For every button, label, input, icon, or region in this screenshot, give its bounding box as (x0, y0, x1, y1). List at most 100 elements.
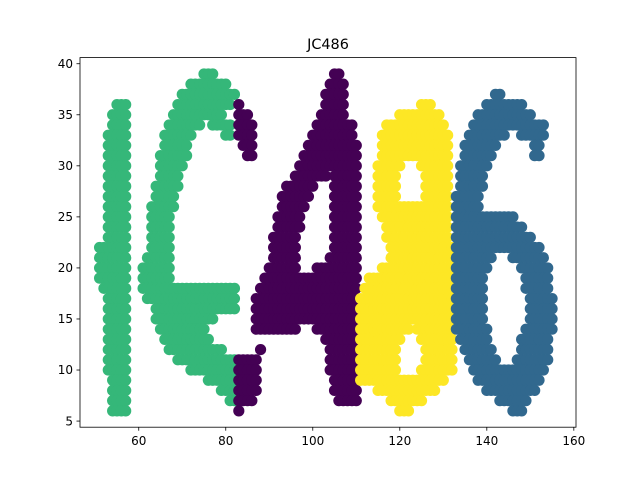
data-point (351, 181, 362, 192)
y-tick-label: 15 (58, 312, 73, 326)
data-point (229, 303, 240, 314)
data-point (542, 283, 553, 294)
data-point (442, 130, 453, 141)
data-point (425, 99, 436, 110)
data-point (346, 119, 357, 130)
data-point (181, 150, 192, 161)
data-point (194, 119, 205, 130)
data-point (120, 262, 131, 273)
data-point (477, 303, 488, 314)
data-point (290, 232, 301, 243)
data-point (198, 324, 209, 335)
data-point (255, 344, 266, 355)
data-point (229, 293, 240, 304)
data-point (242, 109, 253, 120)
data-point (120, 170, 131, 181)
data-point (525, 109, 536, 120)
data-point (490, 354, 501, 365)
data-point (120, 283, 131, 294)
data-point (120, 344, 131, 355)
data-point (542, 273, 553, 284)
data-point (351, 395, 362, 406)
data-point (164, 262, 175, 273)
data-point (307, 181, 318, 192)
data-point (533, 150, 544, 161)
data-point (120, 375, 131, 386)
data-point (433, 109, 444, 120)
data-point (538, 130, 549, 141)
data-point (120, 303, 131, 314)
data-point (546, 313, 557, 324)
data-point (246, 150, 257, 161)
data-point (416, 395, 427, 406)
data-point (246, 395, 257, 406)
data-point (442, 160, 453, 171)
data-point (333, 68, 344, 79)
data-point (351, 150, 362, 161)
data-point (251, 354, 262, 365)
data-point (120, 273, 131, 284)
x-tick-label: 160 (562, 434, 585, 448)
data-point (120, 324, 131, 335)
y-tick-label: 35 (58, 108, 73, 122)
data-point (164, 221, 175, 232)
data-point (390, 181, 401, 192)
data-point (525, 232, 536, 243)
data-point (351, 201, 362, 212)
data-point (477, 273, 488, 284)
data-point (477, 170, 488, 181)
data-point (486, 344, 497, 355)
data-point (120, 140, 131, 151)
data-point (542, 334, 553, 345)
y-tick-label: 30 (58, 159, 73, 173)
data-point (542, 262, 553, 273)
data-point (338, 99, 349, 110)
data-point (203, 334, 214, 345)
data-point (120, 99, 131, 110)
data-point (394, 160, 405, 171)
data-point (477, 283, 488, 294)
data-point (246, 140, 257, 151)
data-point (351, 211, 362, 222)
data-point (542, 344, 553, 355)
data-point (481, 160, 492, 171)
data-point (429, 385, 440, 396)
data-point (120, 405, 131, 416)
data-point (290, 262, 301, 273)
data-point (542, 354, 553, 365)
data-point (390, 344, 401, 355)
data-point (172, 170, 183, 181)
data-point (516, 405, 527, 416)
y-tick-label: 40 (58, 57, 73, 71)
data-point (533, 375, 544, 386)
x-tick-label: 100 (301, 434, 324, 448)
data-point (494, 89, 505, 100)
data-point (351, 252, 362, 263)
data-point (477, 293, 488, 304)
x-tick-label: 60 (131, 434, 146, 448)
x-tick-label: 120 (388, 434, 411, 448)
data-point (120, 293, 131, 304)
data-point (446, 354, 457, 365)
data-point (351, 191, 362, 202)
data-point (120, 150, 131, 161)
data-point (390, 191, 401, 202)
data-point (168, 201, 179, 212)
data-point (486, 252, 497, 263)
data-point (216, 344, 227, 355)
data-point (351, 262, 362, 273)
data-point (546, 303, 557, 314)
data-point (120, 252, 131, 263)
data-point (351, 170, 362, 181)
x-tick-label: 140 (475, 434, 498, 448)
data-point (164, 252, 175, 263)
data-point (216, 109, 227, 120)
data-point (438, 119, 449, 130)
x-tick-label: 80 (218, 434, 233, 448)
data-point (486, 150, 497, 161)
data-point (351, 232, 362, 243)
data-point (120, 395, 131, 406)
data-point (351, 221, 362, 232)
data-point (516, 99, 527, 110)
data-point (298, 201, 309, 212)
